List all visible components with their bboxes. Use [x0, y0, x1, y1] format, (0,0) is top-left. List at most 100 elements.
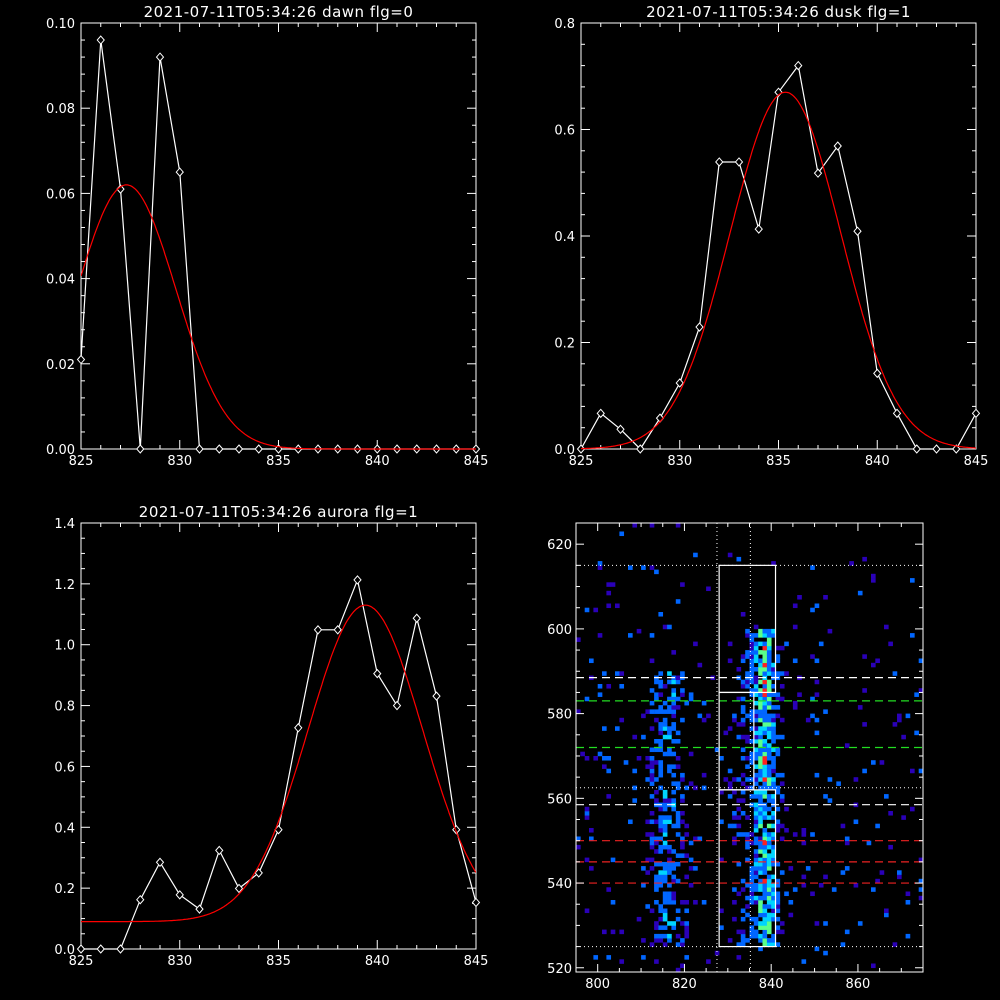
heatmap-pixel: [671, 709, 677, 714]
heatmap-pixel: [766, 722, 772, 727]
heatmap-pixel: [597, 684, 603, 689]
heatmap-pixel: [762, 789, 768, 795]
heatmap-pixel: [610, 929, 616, 935]
heatmap-pixel: [762, 709, 768, 714]
heatmap-pixel: [745, 857, 750, 863]
heatmap-pixel: [662, 734, 668, 740]
heatmap-pixel: [662, 700, 668, 706]
heatmap-pixel: [675, 861, 681, 867]
heatmap-pixel: [779, 836, 785, 842]
heatmap-pixel: [732, 823, 737, 829]
heatmap-pixel: [810, 607, 815, 613]
plot-frame: [80, 22, 477, 450]
heatmap-pixel: [602, 726, 607, 731]
data-point: [333, 625, 342, 635]
heatmap-pixel: [658, 612, 664, 617]
heatmap-pixel: [641, 565, 646, 570]
heatmap-pixel: [671, 772, 677, 778]
heatmap-pixel: [753, 751, 759, 757]
heatmap-pixel: [584, 811, 590, 816]
heatmap-pixel: [914, 692, 919, 697]
heatmap-pixel: [719, 925, 724, 930]
heatmap-pixel: [844, 929, 850, 935]
data-point: [215, 845, 224, 856]
heatmap-pixel: [897, 874, 902, 880]
heatmap-pixel: [736, 861, 742, 867]
heatmap-pixel: [662, 895, 668, 901]
heatmap-pixel: [667, 764, 672, 769]
x-tick-label: 845: [464, 954, 489, 969]
heatmap-pixel: [753, 819, 759, 825]
heatmap-pixel: [649, 832, 655, 837]
heatmap-pixel: [658, 844, 664, 850]
heatmap-pixel: [684, 929, 690, 935]
heatmap-pixel: [615, 603, 620, 609]
heatmap-pixel: [727, 726, 733, 731]
heatmap-pixel: [671, 722, 677, 727]
heatmap-pixel: [584, 607, 590, 613]
heatmap-pixel: [654, 849, 659, 854]
heatmap-pixel: [662, 806, 668, 812]
heatmap-pixel: [766, 878, 772, 884]
data-point: [76, 944, 86, 954]
heatmap-pixel: [771, 823, 776, 829]
heatmap-pixel: [732, 777, 737, 782]
heatmap-pixel: [758, 815, 763, 820]
heatmap-pixel: [762, 633, 768, 638]
heatmap-pixel: [680, 844, 685, 850]
heatmap-pixel: [684, 785, 690, 791]
heatmap-pixel: [753, 709, 759, 714]
heatmap-pixel: [766, 764, 772, 769]
data-point: [175, 890, 184, 900]
heatmap-pixel: [788, 900, 794, 905]
heatmap-pixel: [736, 955, 742, 960]
heatmap-pixel: [753, 650, 759, 655]
heatmap-pixel: [862, 654, 867, 659]
y-tick-label: 1.0: [54, 639, 75, 654]
heatmap-pixel: [671, 705, 677, 710]
heatmap-pixel: [576, 709, 581, 714]
heatmap-pixel: [684, 700, 690, 706]
heatmap-pixel: [766, 705, 772, 710]
heatmap-pixel: [775, 671, 781, 676]
heatmap-pixel: [918, 688, 924, 693]
heatmap-pixel: [771, 662, 776, 668]
heatmap-pixel: [745, 883, 750, 888]
heatmap-pixel: [871, 887, 876, 892]
heatmap-pixel: [645, 870, 651, 875]
data-point: [96, 944, 105, 954]
y-tick-label: 0.00: [46, 443, 75, 458]
heatmap-pixel: [753, 756, 759, 761]
heatmap-pixel: [758, 878, 763, 884]
heatmap-pixel: [658, 815, 664, 820]
heatmap-pixel: [749, 933, 755, 939]
chart-title: 2021-07-11T05:34:26 dusk flg=1: [646, 3, 911, 21]
heatmap-pixel: [649, 836, 655, 842]
heatmap-pixel: [649, 633, 655, 638]
heatmap-pixel: [662, 916, 668, 922]
heatmap-pixel: [671, 891, 677, 897]
heatmap-pixel: [658, 908, 664, 914]
heatmap-pixel: [641, 713, 646, 719]
heatmap-pixel: [727, 552, 733, 558]
heatmap-pixel: [649, 866, 655, 871]
x-tick-label: 825: [69, 954, 94, 969]
heatmap-pixel: [888, 641, 893, 647]
heatmap-pixel: [649, 760, 655, 765]
heatmap-pixel: [680, 777, 685, 782]
heatmap-pixel: [662, 751, 668, 757]
heatmap-pixel: [671, 789, 677, 795]
x-tick-label: 830: [167, 454, 192, 469]
heatmap-pixel: [905, 933, 911, 939]
y-tick-label: 0.2: [54, 882, 75, 897]
heatmap-pixel: [723, 730, 729, 736]
x-tick-label: 840: [365, 954, 390, 969]
heatmap-pixel: [628, 565, 633, 570]
heatmap-pixel: [784, 671, 789, 676]
heatmap-pixel: [775, 654, 781, 659]
y-tick-label: 0.04: [46, 273, 75, 288]
heatmap-pixel: [779, 781, 785, 786]
heatmap-pixel: [784, 806, 789, 812]
heatmap-pixel: [749, 794, 755, 799]
heatmap-pixel: [662, 726, 668, 731]
